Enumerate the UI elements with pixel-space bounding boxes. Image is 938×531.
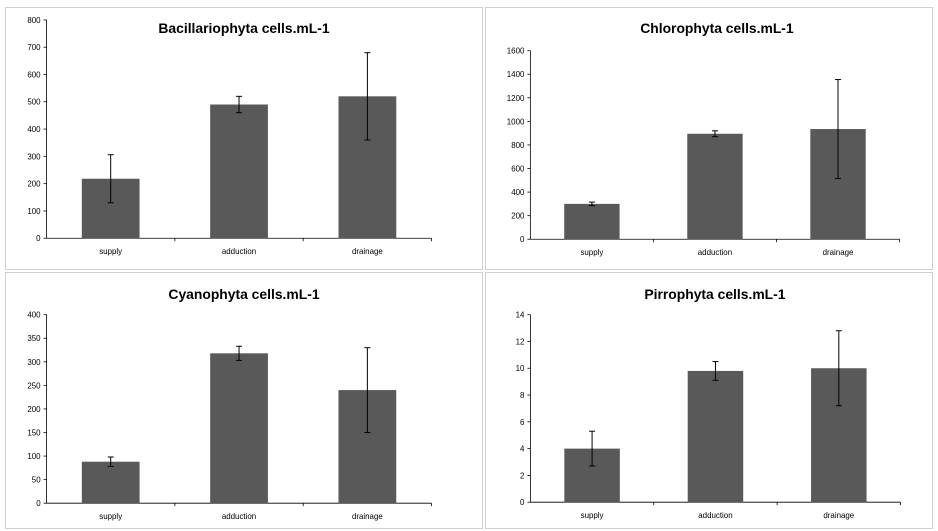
bar-adduction [210, 353, 268, 504]
y-tick-label: 100 [27, 207, 41, 216]
x-category-label: adduction [698, 511, 732, 520]
chart-title: Chlorophyta cells.mL-1 [640, 20, 794, 36]
bacillariophyta-bar-chart: Bacillariophyta cells.mL-1 0 100 200 300 400… [27, 16, 432, 256]
chart-panel-cyanophyta: Cyanophyta cells.mL-1 0 50 100 150 200 250 300… [5, 272, 483, 529]
y-tick-label: 50 [32, 476, 41, 485]
y-tick-label: 2 [520, 471, 524, 480]
cyanophyta-bar-chart: Cyanophyta cells.mL-1 0 50 100 150 200 250 300… [27, 286, 432, 521]
x-category-label: drainage [823, 248, 854, 257]
y-tick-label: 14 [516, 311, 525, 320]
y-tick-label: 0 [36, 234, 41, 243]
x-category-label: drainage [352, 512, 383, 521]
y-tick-label: 300 [27, 358, 41, 367]
y-tick-label: 10 [516, 364, 525, 373]
y-tick-label: 4 [520, 445, 525, 454]
y-tick-label: 400 [27, 311, 41, 320]
y-tick-label: 200 [27, 405, 41, 414]
chart-title: Cyanophyta cells.mL-1 [168, 286, 319, 302]
bar-adduction [687, 133, 743, 240]
bar-supply [564, 203, 620, 240]
y-tick-label: 6 [520, 418, 525, 427]
x-category-label: drainage [823, 511, 854, 520]
y-tick-label: 0 [520, 498, 525, 507]
chart-title: Bacillariophyta cells.mL-1 [158, 20, 329, 36]
x-category-label: supply [99, 247, 122, 256]
y-tick-label: 800 [27, 16, 41, 25]
y-tick-label: 12 [516, 337, 525, 346]
y-tick-label: 700 [27, 43, 41, 52]
x-category-label: supply [581, 511, 604, 520]
x-category-label: supply [580, 248, 603, 257]
y-tick-label: 600 [511, 164, 525, 173]
pirrophyta-bar-chart: Pirrophyta cells.mL-1 0 2 4 6 8 10 12 14 supply a… [516, 286, 901, 520]
chart-title: Pirrophyta cells.mL-1 [644, 286, 785, 302]
y-tick-label: 400 [27, 125, 41, 134]
y-tick-label: 500 [27, 98, 41, 107]
x-category-label: drainage [352, 247, 383, 256]
x-category-label: adduction [698, 248, 732, 257]
y-tick-label: 1200 [507, 94, 525, 103]
bar-supply [81, 461, 140, 504]
y-tick-label: 0 [520, 235, 525, 244]
x-category-label: adduction [222, 512, 256, 521]
y-tick-label: 400 [511, 188, 525, 197]
x-category-label: supply [99, 512, 122, 521]
y-tick-label: 1400 [507, 70, 525, 79]
y-tick-label: 300 [27, 152, 41, 161]
y-tick-label: 1600 [507, 47, 525, 56]
y-tick-label: 200 [511, 212, 525, 221]
y-tick-label: 600 [27, 70, 41, 79]
chart-panel-chlorophyta: Chlorophyta cells.mL-1 0 200 400 600 800 1000… [485, 7, 933, 270]
y-tick-label: 0 [36, 499, 41, 508]
x-category-label: adduction [222, 247, 256, 256]
bar-adduction [210, 104, 268, 239]
chart-panel-pirrophyta: Pirrophyta cells.mL-1 0 2 4 6 8 10 12 14 supply a… [485, 272, 933, 529]
y-tick-label: 1000 [507, 117, 525, 126]
y-tick-label: 100 [27, 452, 41, 461]
y-tick-label: 200 [27, 180, 41, 189]
y-tick-label: 250 [27, 381, 41, 390]
y-tick-label: 8 [520, 391, 525, 400]
y-tick-label: 800 [511, 141, 525, 150]
y-tick-label: 350 [27, 334, 41, 343]
bar-adduction [687, 370, 744, 503]
y-tick-label: 150 [27, 428, 41, 437]
chlorophyta-bar-chart: Chlorophyta cells.mL-1 0 200 400 600 800 1000… [507, 20, 900, 257]
chart-panel-bacillariophyta: Bacillariophyta cells.mL-1 0 100 200 300 400… [5, 7, 483, 270]
